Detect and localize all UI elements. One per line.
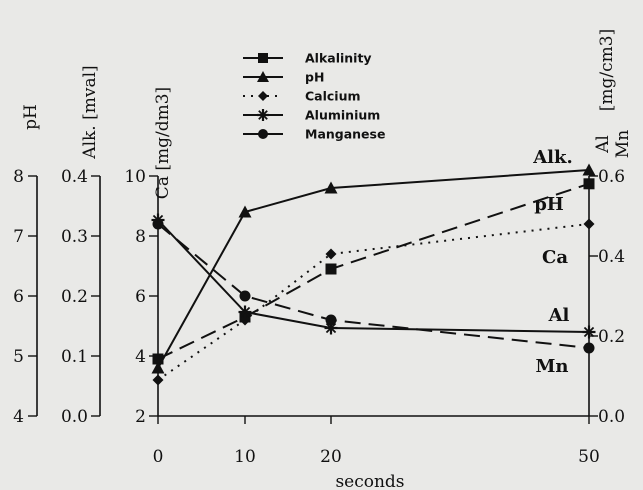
mn-tick-label: 0.6 [598, 167, 625, 187]
ph-legend-marker [257, 71, 269, 82]
legend-item-calcium: Calcium [243, 89, 361, 104]
pH-tick-label: 7 [13, 227, 24, 247]
alk-tick-label: 0.3 [61, 227, 88, 247]
manganese-series-line [157, 223, 590, 349]
ca-tick-label: 10 [124, 167, 146, 187]
ph-legend-label: pH [305, 70, 324, 85]
pH-tick-label: 5 [13, 347, 24, 367]
calcium-data-point [325, 248, 337, 260]
aluminium-series-line [157, 219, 590, 333]
x-tick-label: 10 [234, 447, 256, 467]
alk-tick-label: 0.1 [61, 347, 88, 367]
manganese-legend-label: Manganese [305, 127, 385, 142]
alk-axis-title: Alk. [mval] [80, 65, 100, 159]
pH-tick-label: 6 [13, 287, 24, 307]
alkalinity-data-point [152, 353, 164, 365]
end-label-alk: Alk. [532, 147, 573, 168]
manganese-data-point [325, 314, 337, 326]
ca-tick-label: 6 [135, 287, 146, 307]
aluminium-legend-marker [257, 109, 269, 121]
legend-item-aluminium: Aluminium [243, 108, 380, 123]
calcium-data-point [239, 314, 251, 326]
axes-layer: 4 5 6 7 8 pH 0.0 0.1 0.2 0.3 0.4 Alk. [mval] 2 4 6 8 10 C… [13, 29, 633, 467]
aluminium-data-point [582, 325, 596, 339]
mn-tick-label: 0.4 [598, 247, 625, 267]
mn-tick-label: 0.0 [598, 407, 625, 427]
manganese-legend-marker [258, 129, 268, 139]
pH-axis-title: pH [21, 104, 41, 130]
ca-tick-label: 4 [135, 347, 146, 367]
alkalinity-data-point [583, 178, 595, 190]
end-labels: Alk. pH Ca Al Mn [532, 147, 573, 377]
end-label-al: Al [548, 305, 570, 326]
pH-tick-label: 4 [13, 407, 24, 427]
ca-tick-label: 8 [135, 227, 146, 247]
alkalinity-series-line [157, 182, 590, 360]
x-tick-label: 0 [153, 447, 164, 467]
legend-item-ph: pH [243, 70, 324, 85]
end-label-ph: pH [534, 194, 564, 215]
alkalinity-legend-marker [258, 53, 268, 63]
aluminium-data-point [324, 321, 338, 335]
alk-tick-label: 0.0 [61, 407, 88, 427]
mn-axis-title-line: Al [593, 135, 613, 154]
end-label-ca: Ca [542, 247, 568, 268]
calcium-data-point [583, 218, 595, 230]
mn-axis-title-unit: [mg/cm3] [597, 29, 617, 111]
legend-item-alkalinity: Alkalinity [243, 51, 372, 66]
alk-tick-label: 0.4 [61, 167, 88, 187]
calcium-series-line [157, 223, 590, 381]
x-tick-label: 50 [578, 447, 600, 467]
end-label-mn: Mn [535, 356, 568, 377]
mn-axis-title-line: Mn [613, 130, 633, 158]
ca-axis-title: Ca [mg/dm3] [153, 87, 173, 199]
x-axis-title: seconds [335, 472, 404, 490]
manganese-data-point [152, 218, 164, 230]
ph-series-line [157, 169, 590, 369]
manganese-data-point [583, 342, 595, 354]
ph-data-point [582, 163, 596, 176]
legend-item-manganese: Manganese [243, 127, 385, 142]
series-layer [151, 163, 596, 386]
alkalinity-data-point [325, 263, 337, 275]
calcium-legend-marker [258, 91, 268, 101]
aluminium-data-point [238, 305, 252, 319]
ph-data-point [324, 181, 338, 194]
manganese-data-point [239, 290, 251, 302]
ph-data-point [151, 361, 165, 374]
x-tick-label: 20 [320, 447, 342, 467]
mn-tick-label: 0.2 [598, 327, 625, 347]
aluminium-legend-label: Aluminium [305, 108, 380, 123]
ca-tick-label: 2 [135, 407, 146, 427]
calcium-legend-label: Calcium [305, 89, 361, 104]
ph-data-point [238, 205, 252, 218]
alkalinity-legend-label: Alkalinity [305, 51, 372, 66]
alk-tick-label: 0.2 [61, 287, 88, 307]
calcium-data-point [152, 374, 164, 386]
legend: Alkalinity pH Calcium Aluminium Manganese [243, 51, 385, 142]
pH-tick-label: 8 [13, 167, 24, 187]
